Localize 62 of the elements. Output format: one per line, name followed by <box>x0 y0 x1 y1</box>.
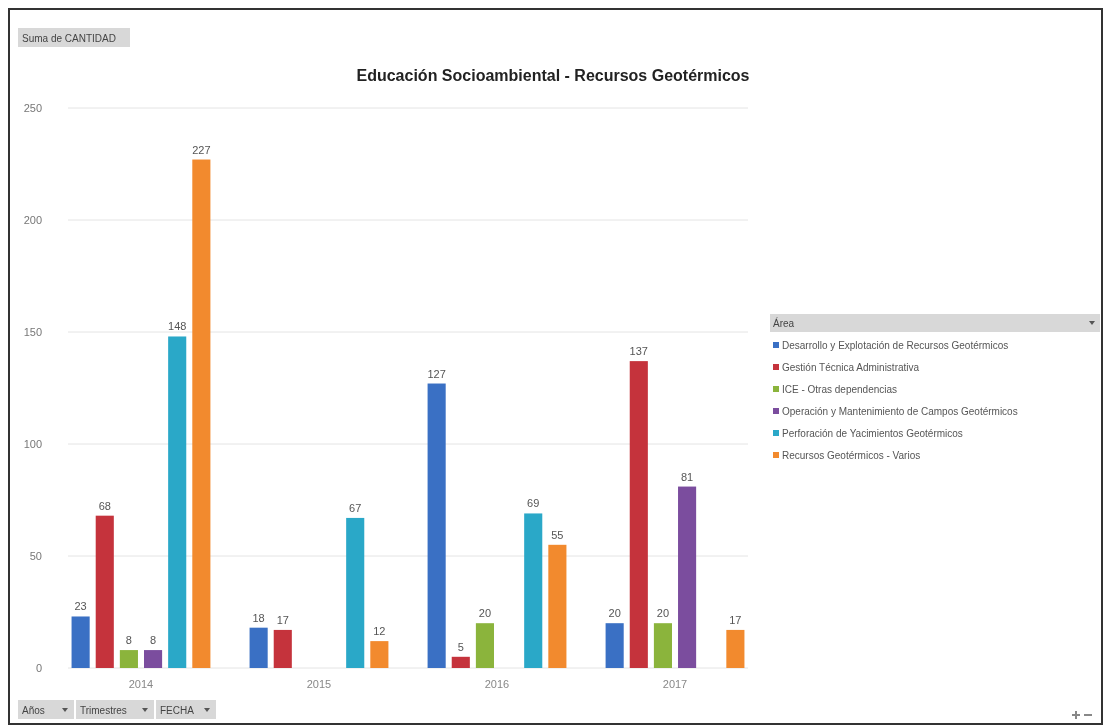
bar <box>605 623 624 668</box>
text: Suma de CANTIDAD <box>22 33 116 44</box>
data-label: 67 <box>349 501 362 514</box>
data-label: 20 <box>656 607 670 620</box>
y-tick-label: 200 <box>23 214 42 226</box>
data-label: 81 <box>680 470 694 483</box>
text: Años <box>22 705 45 716</box>
data-label: 148 <box>168 320 187 333</box>
bar <box>629 361 648 668</box>
bar <box>249 627 268 668</box>
y-tick-label: 150 <box>23 326 42 338</box>
bar <box>548 544 567 668</box>
bar <box>475 623 494 668</box>
bar <box>273 629 292 668</box>
bar <box>653 623 672 668</box>
x-tick-label: 2015 <box>306 678 332 690</box>
chart-title: Educación Socioambiental - Recursos Geotérmicos <box>356 67 750 84</box>
data-label: 137 <box>629 345 648 358</box>
data-label: 5 <box>457 640 464 653</box>
legend-title: Área <box>773 317 795 329</box>
data-label: 127 <box>427 367 446 380</box>
data-label: 17 <box>729 613 742 626</box>
text: FECHA <box>160 705 195 716</box>
data-label: 20 <box>608 607 621 620</box>
legend-label: Operación y Mantenimiento de Campos Geotérmicos <box>782 406 1018 417</box>
legend-label: Recursos Geotérmicos - Varios <box>782 450 921 461</box>
bar <box>119 650 138 668</box>
data-label: 8 <box>150 634 157 647</box>
bar <box>370 641 389 668</box>
bar <box>427 383 446 668</box>
legend-label: Gestión Técnica Administrativa <box>782 362 920 373</box>
legend-label: Perforación de Yacimientos Geotérmicos <box>782 428 963 439</box>
y-tick-label: 100 <box>23 438 42 450</box>
bar <box>346 517 365 668</box>
bar <box>168 336 187 668</box>
y-tick-label: 50 <box>29 550 42 562</box>
data-label: 23 <box>74 600 87 613</box>
bar <box>451 656 470 668</box>
data-label: 12 <box>373 625 386 638</box>
x-tick-label: 2016 <box>484 678 510 690</box>
y-tick-label: 250 <box>23 102 42 114</box>
legend-label: Desarrollo y Explotación de Recursos Geotérmicos <box>782 340 1009 351</box>
bar <box>71 616 90 668</box>
bar <box>524 513 543 668</box>
bar <box>144 650 163 668</box>
data-label: 17 <box>276 613 289 626</box>
data-label: 8 <box>125 634 132 647</box>
data-label: 55 <box>551 528 564 541</box>
bar <box>192 159 211 668</box>
data-label: 69 <box>527 497 540 510</box>
x-tick-label: 2017 <box>662 678 688 690</box>
data-label: 18 <box>252 611 265 624</box>
bar <box>95 515 114 668</box>
text: Trimestres <box>80 705 127 716</box>
bar <box>726 629 745 668</box>
data-label: 20 <box>478 607 492 620</box>
y-tick-label: 0 <box>35 662 42 674</box>
legend-label: ICE - Otras dependencias <box>782 384 898 395</box>
x-tick-label: 2014 <box>128 678 154 690</box>
bar <box>678 486 697 668</box>
data-label: 227 <box>192 143 211 156</box>
data-label: 68 <box>98 499 111 512</box>
